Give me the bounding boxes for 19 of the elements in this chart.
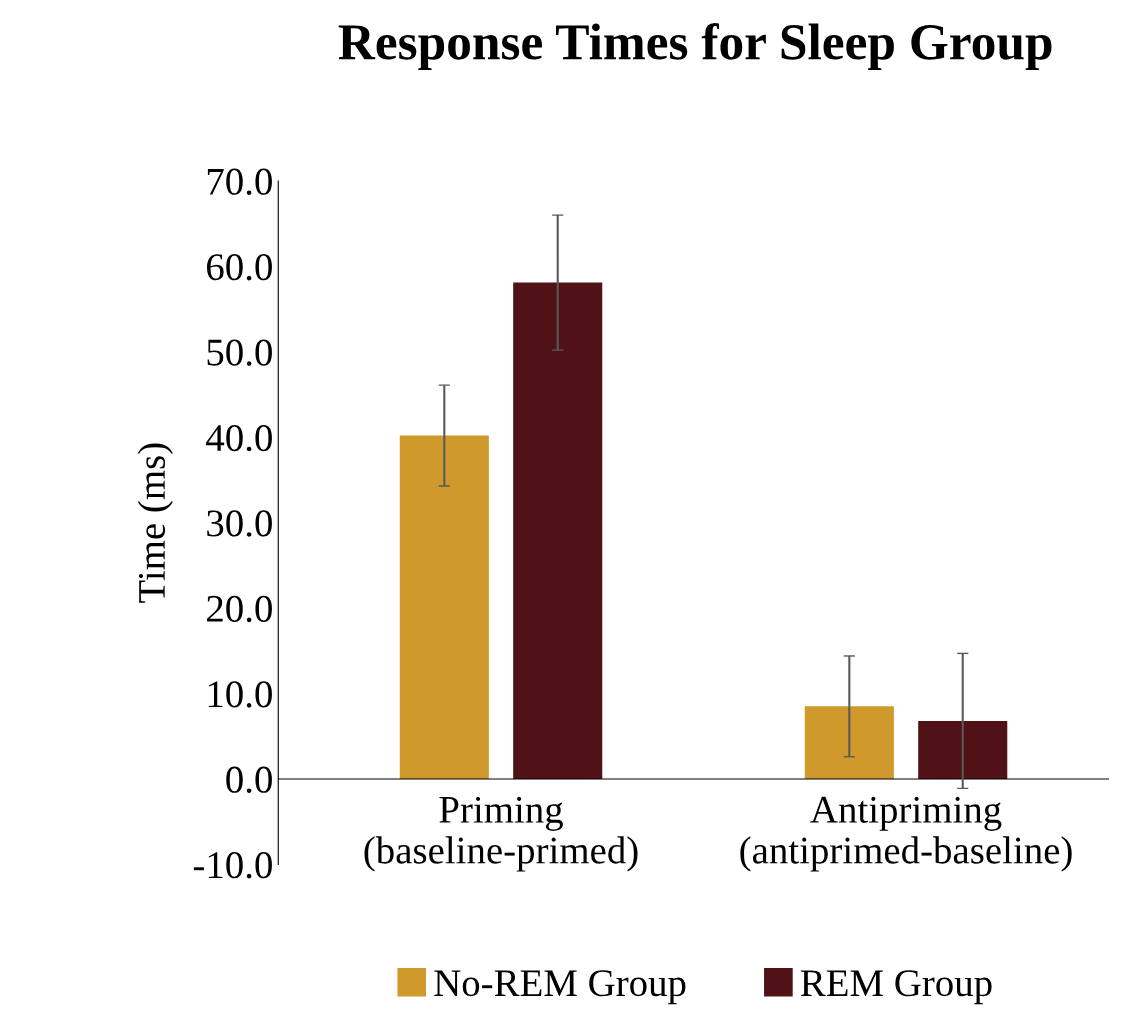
y-tick-label: 0.0 xyxy=(226,766,272,794)
y-tick-label: -10.0 xyxy=(193,852,272,879)
bar xyxy=(399,435,489,779)
bar xyxy=(513,282,603,779)
x-tick-label: Antipriming (antiprimed-baseline) xyxy=(740,796,1072,872)
y-axis-title: Time (ms) xyxy=(137,443,173,603)
bar xyxy=(804,706,894,779)
y-tick-label: 70.0 xyxy=(207,168,272,195)
bar xyxy=(918,720,1008,779)
y-tick-label: 50.0 xyxy=(207,339,272,366)
y-tick-label: 20.0 xyxy=(207,595,272,623)
legend-label: No-REM Group xyxy=(434,970,686,1005)
chart-title: Response Times for Sleep Group xyxy=(338,22,1052,71)
y-tick-label: 40.0 xyxy=(206,424,272,452)
legend-label: REM Group xyxy=(800,970,992,1005)
y-tick-label: 10.0 xyxy=(208,681,272,708)
x-tick-label: Priming (baseline-primed) xyxy=(364,796,638,872)
y-tick-label: 60.0 xyxy=(207,254,272,281)
y-tick-label: 30.0 xyxy=(207,510,272,537)
